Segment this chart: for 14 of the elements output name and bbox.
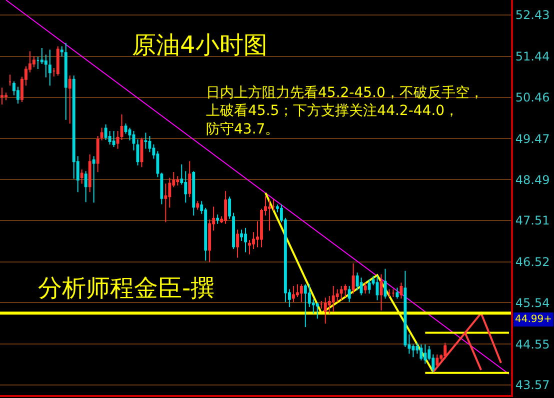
y-tick-label: 48.49 [515, 172, 550, 187]
y-tick-label: 49.47 [515, 132, 550, 146]
text: 44.99+ [515, 314, 552, 325]
y-tick-label: 52.43 [515, 8, 550, 22]
annotation: 分析师程金臣-撰 [38, 274, 215, 302]
y-tick-label: 43.57 [515, 378, 550, 392]
annotation: 日内上方阻力先看45.2-45.0，不破反手空，上破看45.5；下方支撑关注44.2-44.0，防守43.7。 [206, 85, 484, 138]
y-tick-label: 44.55 [515, 337, 550, 352]
y-tick-label: 45.54 [515, 296, 550, 310]
y-tick-label: 50.46 [515, 90, 550, 104]
text: 原油4小时图 [132, 31, 268, 59]
y-tick-label: 51.44 [515, 50, 550, 64]
y-tick-label: 47.51 [515, 214, 550, 228]
y-tick-label: 46.52 [515, 255, 550, 269]
